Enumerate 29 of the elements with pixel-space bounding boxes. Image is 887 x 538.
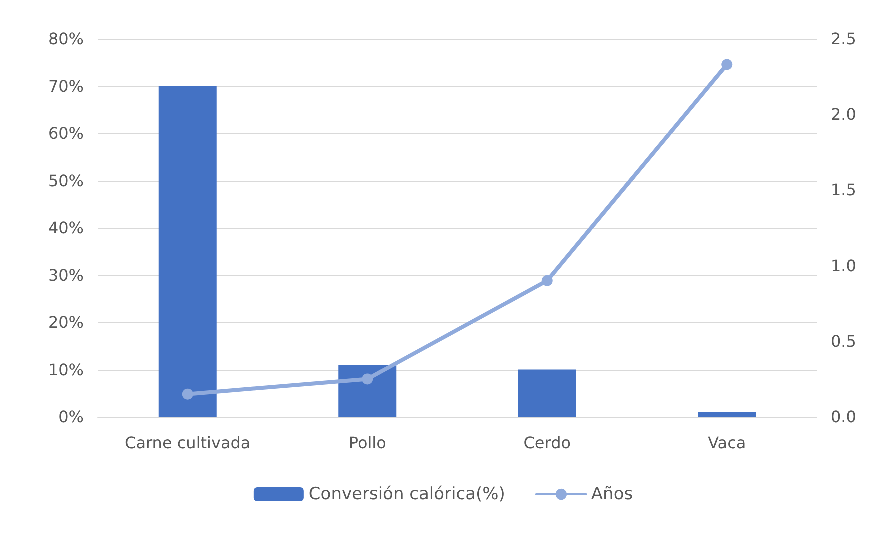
x-tick-label: Cerdo: [524, 434, 572, 452]
y-tick-label: 20%: [48, 313, 84, 332]
point: [722, 59, 733, 70]
bar: [698, 412, 756, 417]
legend-label: Años: [591, 484, 634, 504]
point: [182, 388, 194, 400]
bar: [158, 86, 217, 417]
y-tick-label: 40%: [48, 218, 84, 238]
x-tick-label: Pollo: [348, 434, 386, 452]
y2-tick-label: 1.5: [831, 180, 856, 200]
bar: [338, 365, 397, 417]
y-tick-label: 60%: [48, 124, 84, 143]
y-tick-label: 70%: [48, 76, 84, 96]
x-tick-label: Carne cultivada: [125, 434, 251, 452]
point: [542, 275, 553, 286]
y-tick-label: 10%: [48, 360, 84, 380]
y-tick-label: 30%: [48, 266, 84, 285]
y2-tick-label: 2.5: [831, 30, 856, 48]
x-tick-label: Vaca: [708, 434, 746, 452]
point: [362, 374, 374, 385]
y2-tick-label: 0.5: [831, 332, 856, 351]
y-tick-label: 0%: [58, 408, 84, 426]
bar: [518, 370, 576, 417]
y2-tick-label: 1.0: [831, 256, 856, 276]
y-tick-label: 80%: [48, 30, 84, 48]
y-tick-label: 50%: [48, 171, 84, 190]
y2-tick-label: 0.0: [831, 408, 856, 426]
y2-tick-label: 2.0: [831, 105, 856, 124]
legend-label: Conversión calórica(%): [308, 484, 506, 504]
